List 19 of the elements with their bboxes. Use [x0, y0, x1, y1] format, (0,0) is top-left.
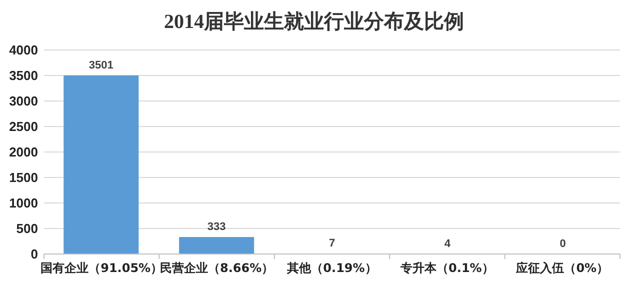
y-tick-label: 3500: [9, 68, 38, 84]
y-tick-label: 500: [16, 221, 38, 236]
y-tick-label: 2500: [9, 119, 38, 134]
x-tick-label: 应征入伍（0%）: [515, 261, 609, 275]
y-tick-label: 0: [30, 246, 38, 262]
y-tick-label: 2000: [9, 144, 38, 160]
x-tick-label: 其他（0.19%）: [286, 261, 377, 275]
chart-title: 2014届毕业生就业行业分布及比例: [164, 11, 464, 33]
y-tick-label: 4000: [9, 42, 38, 58]
y-tick-label: 3000: [9, 94, 38, 109]
x-tick-label: 专升本（0.1%）: [400, 261, 494, 275]
data-label: 7: [328, 238, 336, 250]
x-tick-label: 民营企业（8.66%）: [160, 261, 274, 275]
data-label: 333: [207, 221, 226, 234]
data-label: 4: [444, 238, 452, 250]
data-label: 0: [560, 238, 566, 250]
data-label: 3501: [88, 59, 114, 72]
y-tick-label: 1500: [9, 170, 38, 186]
y-tick-label: 1000: [9, 196, 38, 211]
